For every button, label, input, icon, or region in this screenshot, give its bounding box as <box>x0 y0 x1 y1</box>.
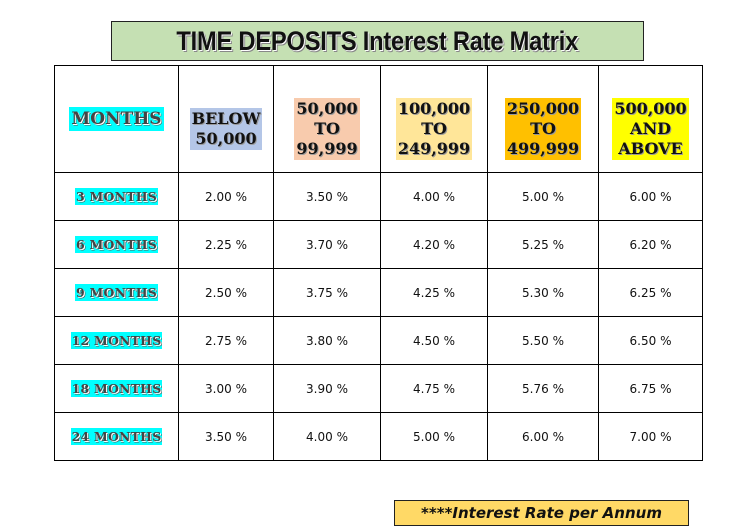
term-cell: 3 MONTHS <box>54 172 179 221</box>
rate-cell: 6.25 % <box>598 268 703 317</box>
tier-header-cell: 50,000 TO 99,999 <box>273 65 381 173</box>
table-row: 18 MONTHS 3.00 % 3.90 % 4.75 % 5.76 % 6.75 % <box>54 364 703 413</box>
rate-cell: 4.50 % <box>380 316 488 365</box>
rate-cell: 5.30 % <box>487 268 599 317</box>
term-label: 3 MONTHS <box>75 188 158 205</box>
tier-header-cell: BELOW 50,000 <box>178 65 274 173</box>
header-row: MONTHS BELOW 50,000 50,000 TO 99,999 100,00… <box>54 65 703 173</box>
rate-cell: 3.00 % <box>178 364 274 413</box>
tier-header-cell: 250,000 TO 499,999 <box>487 65 599 173</box>
months-header-cell: MONTHS <box>54 65 179 173</box>
tier-header-250000-499999: 250,000 TO 499,999 <box>504 98 582 160</box>
tier-header-cell: 500,000 AND ABOVE <box>598 65 703 173</box>
rate-cell: 6.75 % <box>598 364 703 413</box>
term-label: 6 MONTHS <box>75 236 158 253</box>
tier-header-500000-above: 500,000 AND ABOVE <box>612 98 689 160</box>
rate-cell: 2.50 % <box>178 268 274 317</box>
table-row: 9 MONTHS 2.50 % 3.75 % 4.25 % 5.30 % 6.25 % <box>54 268 703 317</box>
rate-cell: 3.50 % <box>273 172 381 221</box>
term-label: 12 MONTHS <box>70 332 163 349</box>
rate-cell: 6.00 % <box>487 412 599 461</box>
term-cell: 9 MONTHS <box>54 268 179 317</box>
rate-cell: 5.76 % <box>487 364 599 413</box>
rate-cell: 3.70 % <box>273 220 381 269</box>
table-row: 24 MONTHS 3.50 % 4.00 % 5.00 % 6.00 % 7.00 % <box>54 412 703 461</box>
term-label: 18 MONTHS <box>70 380 163 397</box>
rate-cell: 5.00 % <box>487 172 599 221</box>
tier-header-50000-99999: 50,000 TO 99,999 <box>294 98 360 160</box>
rate-cell: 3.75 % <box>273 268 381 317</box>
rate-cell: 2.00 % <box>178 172 274 221</box>
rate-cell: 3.50 % <box>178 412 274 461</box>
rate-cell: 2.25 % <box>178 220 274 269</box>
rate-cell: 6.50 % <box>598 316 703 365</box>
rate-cell: 4.75 % <box>380 364 488 413</box>
rate-cell: 4.00 % <box>380 172 488 221</box>
term-cell: 6 MONTHS <box>54 220 179 269</box>
rate-cell: 6.20 % <box>598 220 703 269</box>
tier-header-below-50000: BELOW 50,000 <box>189 108 263 150</box>
table-row: 3 MONTHS 2.00 % 3.50 % 4.00 % 5.00 % 6.00 % <box>54 172 703 221</box>
table-row: 12 MONTHS 2.75 % 3.80 % 4.50 % 5.50 % 6.50 % <box>54 316 703 365</box>
rate-cell: 3.80 % <box>273 316 381 365</box>
term-cell: 18 MONTHS <box>54 364 179 413</box>
tier-header-100000-249999: 100,000 TO 249,999 <box>395 98 473 160</box>
term-cell: 12 MONTHS <box>54 316 179 365</box>
rate-cell: 3.90 % <box>273 364 381 413</box>
interest-rate-table: MONTHS BELOW 50,000 50,000 TO 99,999 100,00… <box>54 65 703 461</box>
page-title: TIME DEPOSITS Interest Rate Matrix <box>176 25 579 56</box>
rate-cell: 4.00 % <box>273 412 381 461</box>
months-header-label: MONTHS <box>69 107 164 131</box>
rate-cell: 5.25 % <box>487 220 599 269</box>
term-label: 9 MONTHS <box>75 284 158 301</box>
rate-cell: 5.50 % <box>487 316 599 365</box>
term-cell: 24 MONTHS <box>54 412 179 461</box>
rate-cell: 4.25 % <box>380 268 488 317</box>
title-banner: TIME DEPOSITS Interest Rate Matrix <box>111 21 644 61</box>
footnote-banner: ****Interest Rate per Annum <box>394 500 689 526</box>
rate-cell: 4.20 % <box>380 220 488 269</box>
table-row: 6 MONTHS 2.25 % 3.70 % 4.20 % 5.25 % 6.20 % <box>54 220 703 269</box>
rate-cell: 7.00 % <box>598 412 703 461</box>
tier-header-cell: 100,000 TO 249,999 <box>380 65 488 173</box>
rate-cell: 5.00 % <box>380 412 488 461</box>
rate-cell: 2.75 % <box>178 316 274 365</box>
term-label: 24 MONTHS <box>70 428 163 445</box>
footnote-text: ****Interest Rate per Annum <box>421 504 662 522</box>
rate-cell: 6.00 % <box>598 172 703 221</box>
